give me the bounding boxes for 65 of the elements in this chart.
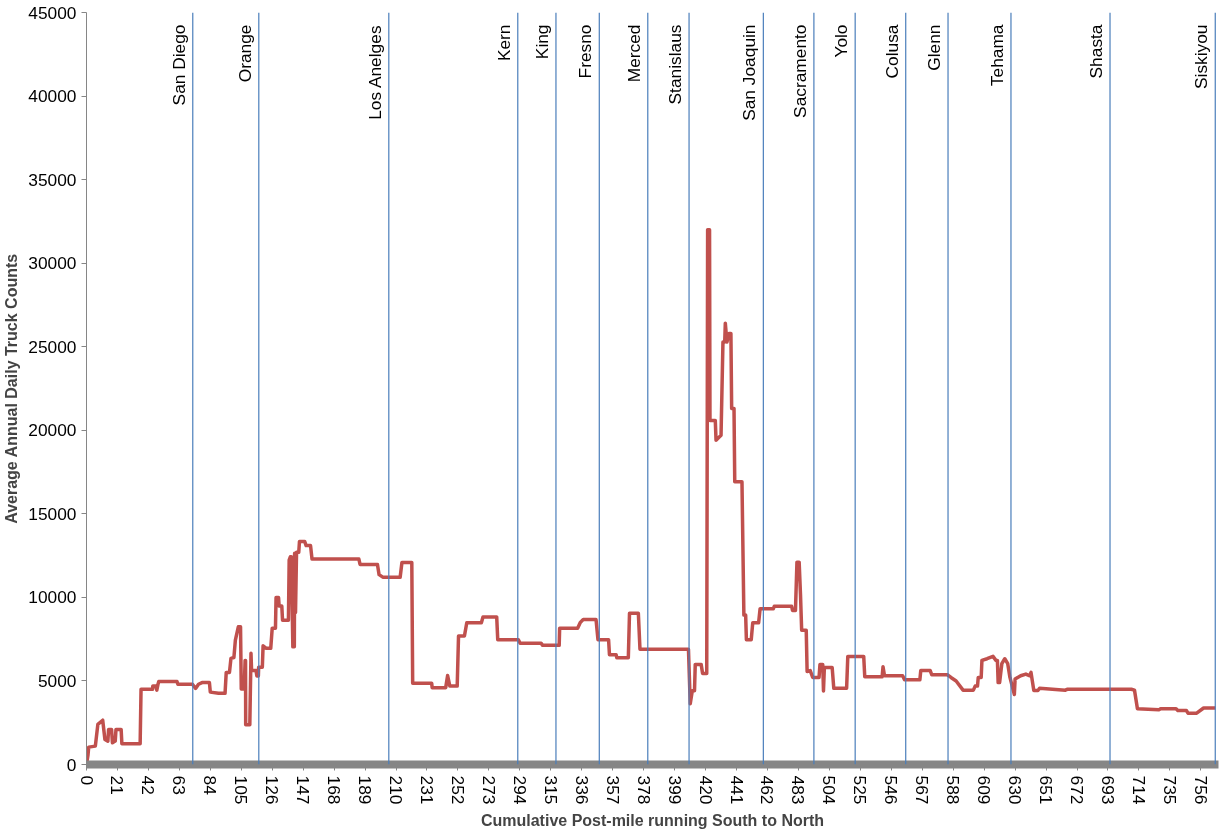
x-tick-label: 588 (943, 775, 964, 805)
y-axis-title: Average Annual Daily Truck Counts (3, 253, 21, 524)
ref-line-label: Colusa (881, 24, 902, 79)
x-tick-label: 42 (138, 775, 159, 795)
x-tick-label: 630 (1005, 775, 1026, 805)
ref-line-label: Siskiyou (1191, 24, 1212, 90)
x-tick-label: 441 (726, 775, 747, 805)
ref-line-label: Fresno (575, 24, 596, 79)
y-tick-label: 5000 (37, 670, 77, 691)
y-tick-label: 45000 (28, 2, 77, 23)
ref-line-label: Glenn (924, 24, 945, 71)
x-tick-label: 294 (509, 775, 530, 805)
x-tick-label: 210 (386, 775, 407, 805)
y-tick-label: 0 (66, 754, 77, 775)
ref-line-label: Yolo (831, 24, 852, 58)
x-tick-label: 735 (1159, 775, 1180, 805)
x-tick-label: 672 (1067, 775, 1087, 805)
x-tick-label: 525 (850, 775, 871, 805)
x-tick-label: 336 (571, 775, 592, 805)
ref-line-label: Merced (623, 24, 644, 83)
x-tick-label: 126 (262, 775, 283, 805)
ref-line-label: Sacramento (789, 24, 810, 118)
x-tick-label: 315 (540, 775, 561, 805)
x-tick-label: 504 (819, 775, 840, 805)
x-tick-label: 273 (478, 775, 499, 805)
x-tick-label: 357 (602, 775, 623, 805)
y-tick-label: 25000 (28, 336, 77, 357)
y-tick-label: 40000 (28, 86, 77, 107)
x-tick-label: 105 (231, 775, 252, 805)
x-axis-title: Cumulative Post-mile running South to North (480, 812, 825, 830)
y-tick-label: 35000 (28, 169, 77, 190)
x-tick-label: 378 (633, 775, 654, 805)
x-tick-label: 147 (293, 775, 314, 805)
x-tick-label: 84 (200, 775, 221, 796)
y-tick-label: 20000 (28, 420, 77, 441)
x-tick-label: 189 (355, 775, 376, 805)
ref-line-label: Shasta (1086, 24, 1107, 79)
y-tick-label: 30000 (28, 253, 77, 274)
x-tick-label: 756 (1190, 775, 1211, 805)
ref-line-label: San Diego (168, 24, 189, 106)
x-tick-label: 252 (447, 775, 468, 805)
x-tick-label: 651 (1036, 775, 1057, 805)
x-tick-label: 714 (1128, 775, 1149, 805)
x-tick-label: 0 (76, 775, 97, 786)
x-tick-label: 21 (107, 775, 128, 795)
x-tick-label: 483 (788, 775, 809, 805)
x-tick-label: 567 (912, 775, 933, 805)
y-tick-label: 15000 (28, 503, 77, 524)
ref-line-label: King (531, 24, 552, 60)
ref-line-label: Los Anelges (364, 25, 385, 120)
y-tick-label: 10000 (28, 587, 77, 608)
ref-line-label: Orange (234, 24, 255, 83)
x-tick-label: 546 (881, 775, 902, 805)
x-tick-label: 231 (416, 775, 437, 805)
x-tick-label: 693 (1097, 775, 1118, 805)
x-tick-label: 609 (974, 775, 995, 805)
ref-line-label: Kern (493, 24, 514, 62)
ref-line-label: Tehama (986, 24, 1007, 87)
ref-line-label: San Joaquin (739, 24, 760, 121)
x-tick-label: 462 (757, 775, 778, 805)
x-tick-label: 63 (169, 775, 190, 795)
x-tick-label: 420 (695, 775, 716, 805)
x-tick-label: 399 (664, 775, 685, 805)
ref-line-label: Stanislaus (665, 24, 686, 105)
x-tick-label: 168 (324, 775, 345, 805)
